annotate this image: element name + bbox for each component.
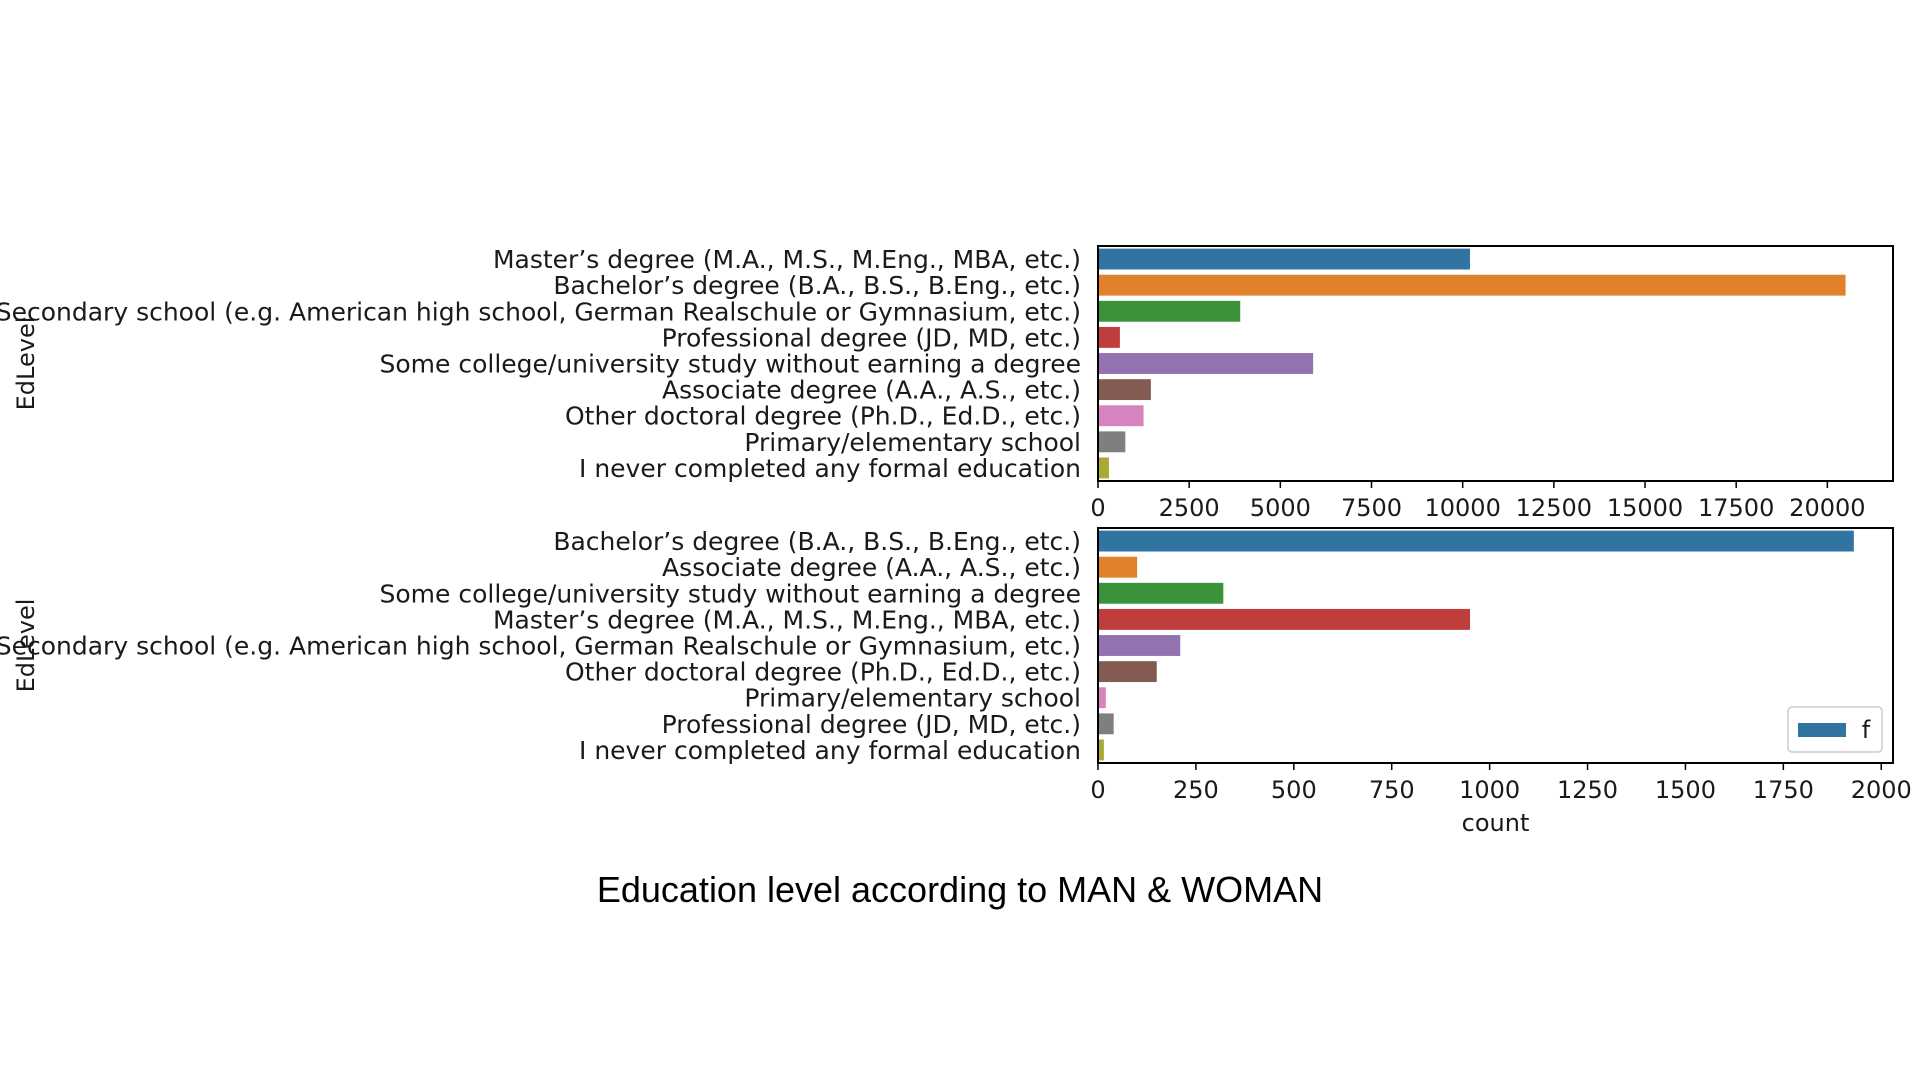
x-tick-label: 750	[1369, 776, 1415, 804]
legend-label: f	[1862, 716, 1871, 744]
bar	[1098, 635, 1181, 656]
category-label: Secondary school (e.g. American high sch…	[0, 632, 1081, 661]
x-tick-label: 17500	[1698, 494, 1774, 522]
bar	[1098, 687, 1106, 709]
legend-swatch	[1798, 723, 1846, 737]
bar	[1098, 248, 1470, 270]
category-label: I never completed any formal education	[579, 454, 1081, 483]
bar	[1098, 556, 1138, 578]
bar	[1098, 661, 1157, 683]
bar	[1098, 326, 1120, 348]
category-label: Secondary school (e.g. American high sch…	[0, 297, 1081, 326]
category-label: Some college/university study without ea…	[379, 350, 1081, 379]
bar	[1098, 431, 1126, 453]
x-tick-label: 1000	[1459, 776, 1520, 804]
x-tick-label: 250	[1173, 776, 1219, 804]
category-label: Other doctoral degree (Ph.D., Ed.D., etc…	[565, 658, 1081, 687]
x-tick-label: 0	[1090, 494, 1105, 522]
category-label: Primary/elementary school	[744, 684, 1081, 713]
bar	[1098, 530, 1854, 552]
bar	[1098, 713, 1114, 735]
y-axis-label: EdLevel	[12, 599, 40, 693]
bar	[1098, 582, 1224, 604]
plot-frame	[1097, 245, 1894, 482]
bar	[1098, 353, 1314, 374]
x-tick-label: 1500	[1655, 776, 1716, 804]
x-tick-label: 15000	[1607, 494, 1683, 522]
category-label: Associate degree (A.A., A.S., etc.)	[662, 376, 1081, 405]
bar	[1098, 300, 1241, 322]
x-tick-label: 20000	[1789, 494, 1865, 522]
x-tick-label: 5000	[1250, 494, 1311, 522]
category-label: Master’s degree (M.A., M.S., M.Eng., MBA…	[493, 245, 1081, 274]
category-label: Primary/elementary school	[744, 428, 1081, 457]
x-tick-label: 0	[1090, 776, 1105, 804]
figure-caption: Education level according to MAN & WOMAN	[597, 869, 1323, 910]
bar	[1098, 739, 1104, 761]
y-axis-label: EdLevel	[12, 317, 40, 411]
x-tick-label: 500	[1271, 776, 1317, 804]
category-label: Associate degree (A.A., A.S., etc.)	[662, 553, 1081, 582]
x-tick-label: 10000	[1424, 494, 1500, 522]
category-label: Master’s degree (M.A., M.S., M.Eng., MBA…	[493, 605, 1081, 634]
bar	[1098, 457, 1109, 479]
chart-panel-bottom: Bachelor’s degree (B.A., B.S., B.Eng., e…	[0, 527, 1912, 837]
chart-panel-top: Master’s degree (M.A., M.S., M.Eng., MBA…	[0, 245, 1894, 522]
plot-frame	[1097, 527, 1894, 764]
bar	[1098, 405, 1144, 427]
bar	[1098, 274, 1846, 296]
x-tick-label: 1250	[1557, 776, 1618, 804]
x-tick-label: 7500	[1341, 494, 1402, 522]
category-label: Some college/university study without ea…	[379, 579, 1081, 608]
bar	[1098, 379, 1151, 401]
category-label: Bachelor’s degree (B.A., B.S., B.Eng., e…	[553, 527, 1081, 556]
x-tick-label: 2000	[1851, 776, 1912, 804]
x-tick-label: 12500	[1516, 494, 1592, 522]
category-label: Professional degree (JD, MD, etc.)	[662, 323, 1081, 352]
category-label: Bachelor’s degree (B.A., B.S., B.Eng., e…	[553, 271, 1081, 300]
x-axis-label: count	[1462, 809, 1530, 837]
bar	[1098, 608, 1471, 630]
category-label: Professional degree (JD, MD, etc.)	[662, 710, 1081, 739]
category-label: I never completed any formal education	[579, 736, 1081, 765]
x-tick-label: 1750	[1753, 776, 1814, 804]
category-label: Other doctoral degree (Ph.D., Ed.D., etc…	[565, 402, 1081, 431]
x-tick-label: 2500	[1159, 494, 1220, 522]
